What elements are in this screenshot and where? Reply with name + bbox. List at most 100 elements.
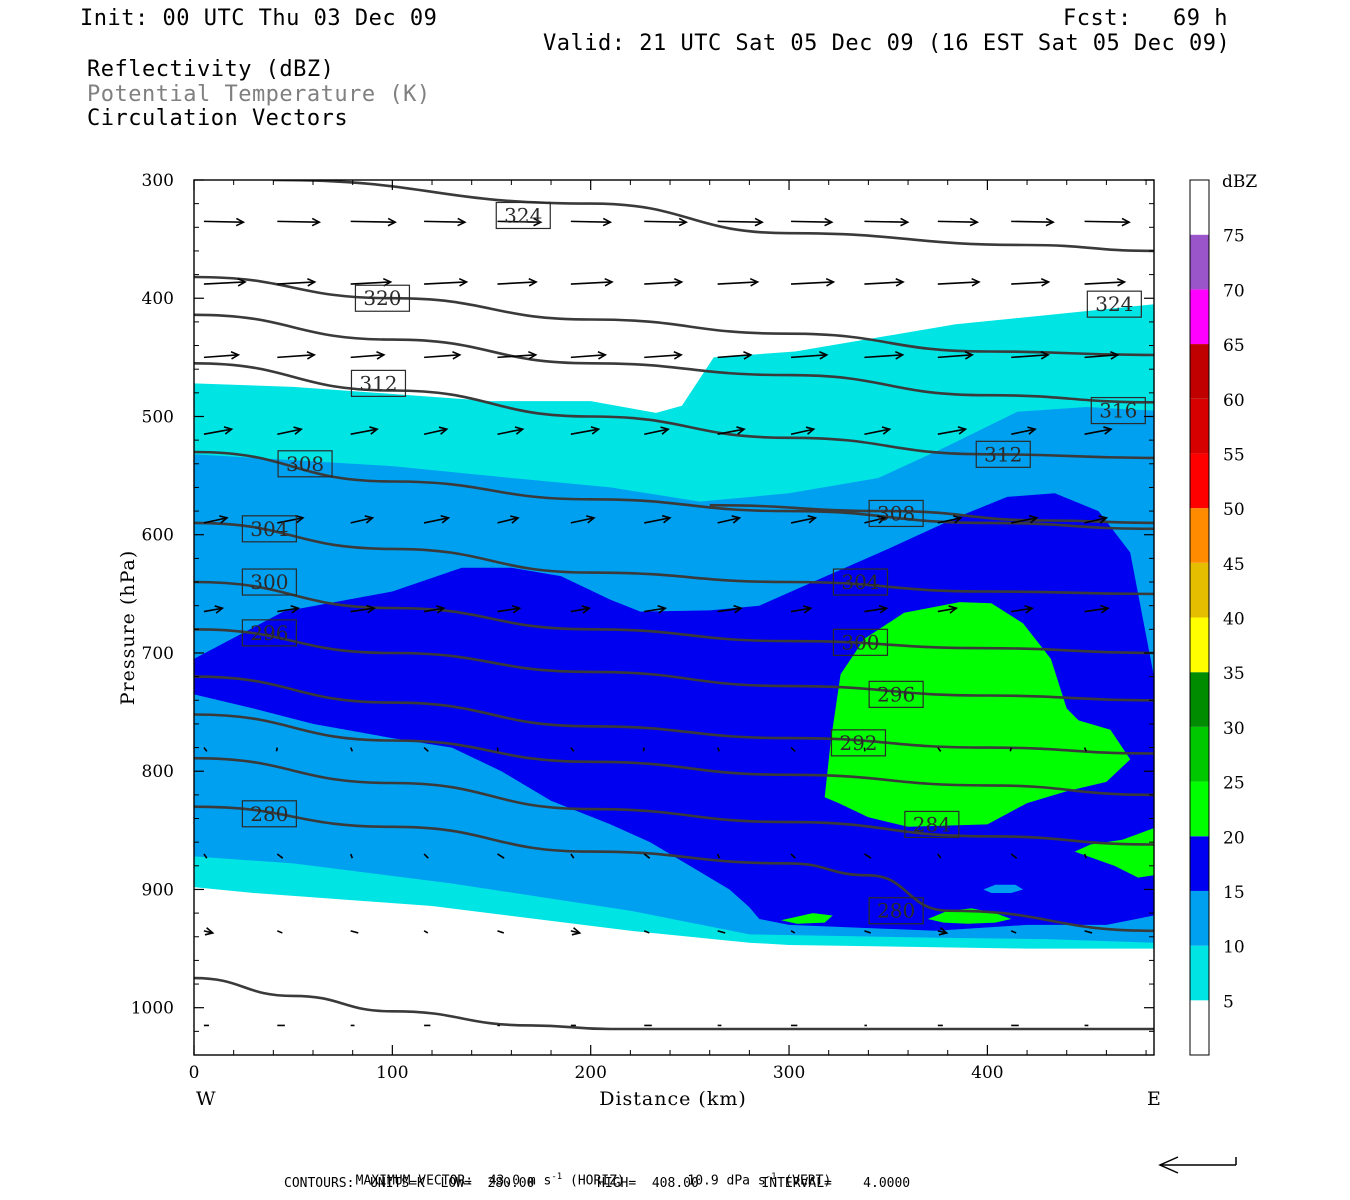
contour-label-304: 304 [241, 515, 297, 543]
vector-arrow [423, 853, 429, 859]
vector-arrow [1084, 217, 1131, 227]
reflectivity-region-10dbz-7 [983, 884, 1024, 893]
vector-arrow [717, 217, 764, 227]
vector-arrow [203, 927, 215, 936]
vector-arrow [423, 426, 449, 436]
vector-arrow [203, 217, 246, 227]
colorbar-level-label: 65 [1223, 336, 1245, 356]
svg-text:308: 308 [286, 452, 324, 476]
vector-arrow [937, 426, 968, 436]
y-tick-label: 900 [142, 880, 174, 900]
colorbar-swatch [1190, 945, 1209, 1001]
vector-arrow [864, 350, 905, 360]
vector-arrow [937, 605, 959, 614]
theta-contour-324-0 [273, 180, 1154, 253]
vector-arrow [203, 515, 229, 524]
max-vector-note: MAXIMUM VECTOR: 43.0 m s-1 (HORIZ) 10.9 … [355, 1172, 832, 1189]
vector-arrow [1011, 277, 1051, 287]
svg-text:320: 320 [363, 286, 401, 310]
contour-label-280: 280 [868, 897, 924, 925]
colorbar-level-label: 75 [1223, 227, 1245, 247]
vector-arrow [790, 277, 836, 287]
vector-arrow [423, 930, 429, 934]
west-label: W [196, 1088, 217, 1110]
vector-arrow [863, 853, 872, 859]
init-time: Init: 00 UTC Thu 03 Dec 09 [80, 6, 438, 31]
vector-arrow [497, 277, 538, 287]
svg-text:324: 324 [1095, 292, 1133, 316]
colorbar-level-label: 5 [1223, 992, 1234, 1012]
contour-label-300: 300 [241, 568, 297, 596]
forecast-hour: Fcst: 69 h [1063, 6, 1228, 31]
vector-arrow [424, 217, 467, 227]
y-tick-label: 1000 [131, 999, 174, 1019]
colorbar-swatch [1190, 672, 1209, 727]
contour-label-308: 308 [868, 499, 924, 528]
theta-contour-284-11 [194, 756, 1154, 846]
colorbar-swatch [1190, 453, 1209, 509]
vector-arrow [349, 853, 354, 859]
theta-contour-288-10 [194, 713, 1154, 797]
vector-arrow [423, 605, 446, 614]
x-axis-title: Distance (km) [599, 1088, 747, 1110]
vector-arrow [277, 605, 301, 614]
reference-vector-arrow [1158, 1156, 1237, 1174]
contour-label-296: 296 [868, 680, 924, 708]
vector-arrow [644, 605, 667, 614]
vector-arrow [937, 747, 942, 752]
svg-text:300: 300 [841, 630, 879, 654]
svg-text:296: 296 [877, 682, 915, 706]
reflectivity-region-20dbz-4 [1074, 828, 1154, 878]
field-label-circulation-vectors: Circulation Vectors [87, 106, 349, 131]
theta-contour-300-7 [194, 580, 1154, 655]
colorbar-swatch [1190, 180, 1209, 235]
colorbar-level-label: 25 [1223, 774, 1245, 794]
vector-arrow [790, 853, 796, 859]
contour-label-320: 320 [354, 284, 411, 312]
vector-arrow [203, 351, 241, 360]
vector-arrow [864, 515, 887, 524]
vector-arrow [350, 426, 379, 436]
vector-arrow [790, 350, 829, 360]
colorbar-swatch [1190, 1000, 1209, 1055]
vector-arrow [1083, 853, 1088, 859]
svg-text:292: 292 [839, 731, 877, 755]
vector-arrow [423, 746, 429, 752]
vector-arrow [349, 747, 354, 752]
colorbar-swatch [1190, 344, 1209, 399]
vector-arrow [1011, 514, 1039, 524]
vector-arrow [1011, 605, 1034, 614]
colorbar-swatch [1190, 562, 1209, 618]
vector-arrow [864, 930, 871, 934]
vector-arrow [1084, 426, 1113, 436]
contour-info-note: CONTOURS: UNITS=K LOW= 280.00 HIGH= 408.… [284, 1176, 911, 1191]
vector-arrow [642, 747, 646, 752]
vector-arrow [937, 515, 963, 524]
vector-arrow [1084, 604, 1110, 614]
contour-label-324: 324 [495, 201, 551, 230]
vector-arrow [716, 747, 721, 752]
colorbar-swatch [1190, 617, 1209, 673]
vector-arrow [937, 277, 981, 287]
theta-contour-280-13 [194, 976, 1154, 1031]
colorbar-swatch [1190, 508, 1209, 563]
vector-arrow [937, 853, 942, 859]
vector-arrow [1084, 277, 1127, 287]
vector-arrow [1083, 747, 1087, 752]
contour-label-284: 284 [904, 810, 960, 839]
vector-arrow [277, 350, 317, 360]
y-axis-title: Pressure (hPa) [117, 550, 139, 706]
colorbar-level-label: 40 [1223, 610, 1245, 630]
theta-contour-316-2 [194, 313, 1154, 404]
colorbar-level-label: 10 [1223, 938, 1245, 958]
vector-arrow [717, 277, 760, 287]
colorbar: 5 10 15 20 25 30 35 40 45 50 55 60 65 70 75 dBZ [1189, 172, 1257, 1056]
east-label: E [1147, 1088, 1162, 1110]
contour-label-308: 308 [277, 450, 333, 478]
vector-arrow [350, 351, 386, 360]
vector-arrow [497, 604, 522, 614]
contour-label-304: 304 [832, 568, 889, 596]
y-tick-label: 600 [142, 526, 174, 546]
vector-arrow [644, 426, 670, 436]
vector-arrow [644, 350, 683, 360]
